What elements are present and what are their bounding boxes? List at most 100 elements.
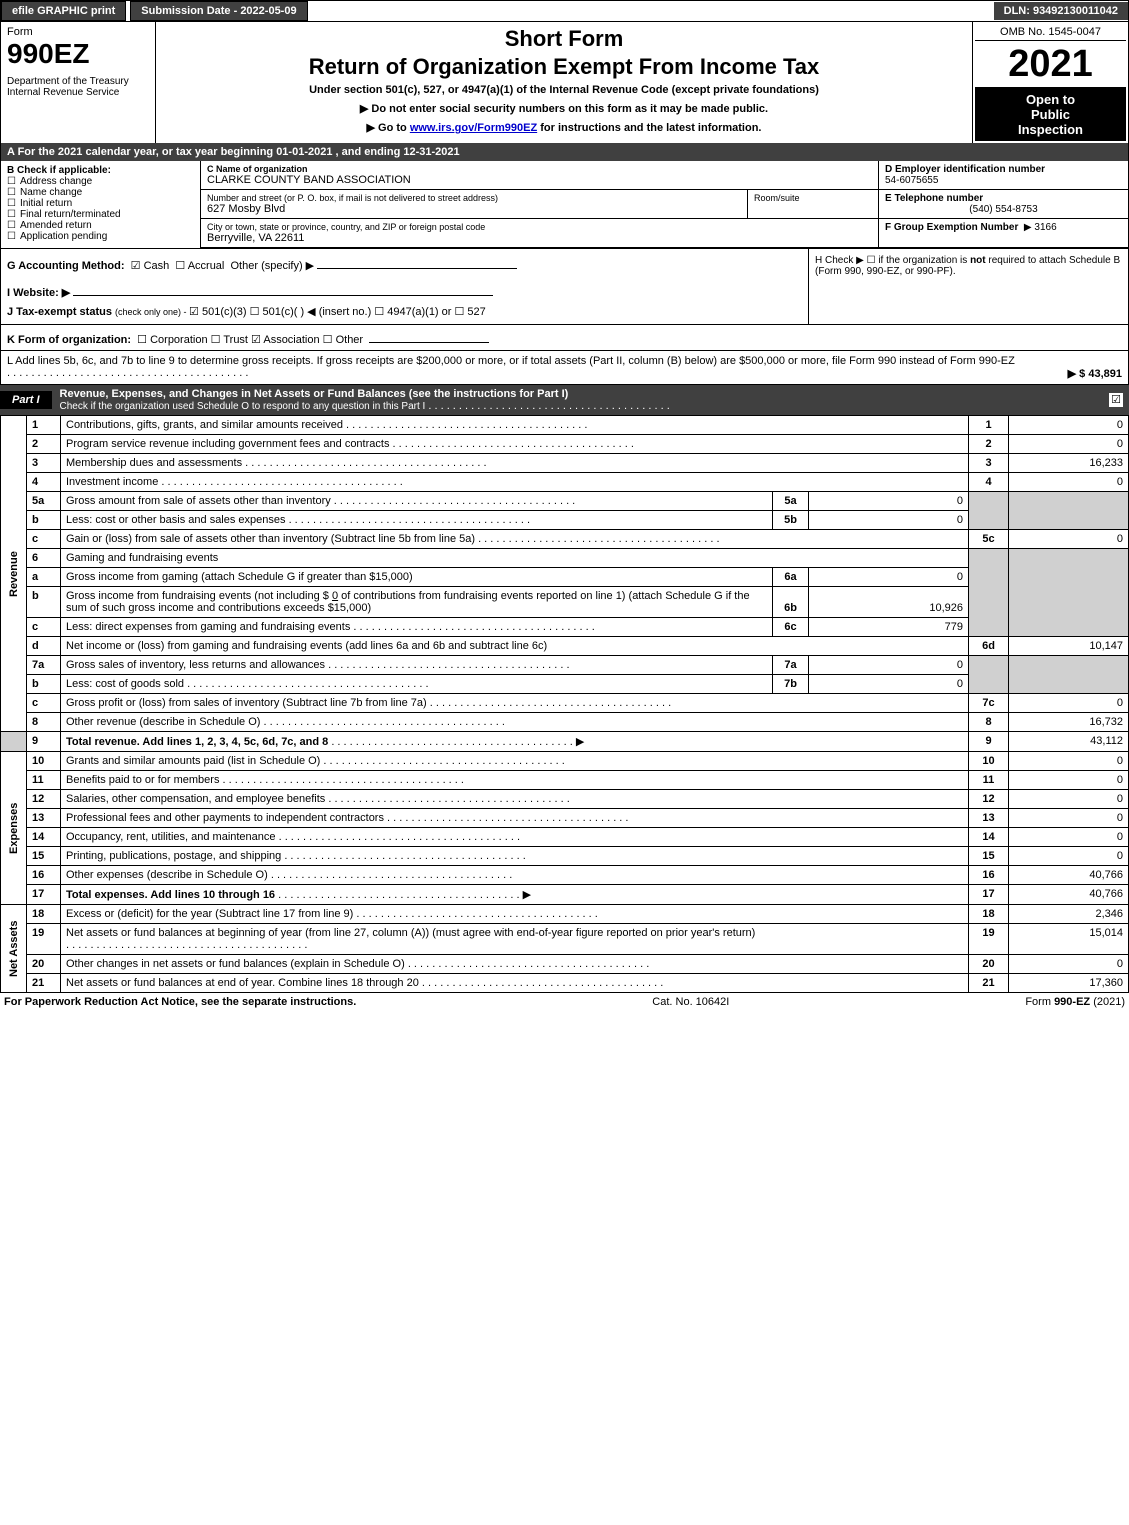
line-6b-num: b [27,587,61,618]
group-exemption-value: 3166 [1034,222,1056,233]
line-7c-desc: Gross profit or (loss) from sales of inv… [61,694,969,713]
line-10-val: 0 [1009,752,1129,771]
line-2-desc: Program service revenue including govern… [61,435,969,454]
check-name-change[interactable]: ☐Name change [7,187,194,198]
page-footer: For Paperwork Reduction Act Notice, see … [0,993,1129,1011]
irs-link[interactable]: www.irs.gov/Form990EZ [410,122,537,134]
line-21-col: 21 [969,974,1009,993]
instructions-link-line: ▶ Go to www.irs.gov/Form990EZ for instru… [162,121,966,134]
line-13-col: 13 [969,809,1009,828]
line-11-val: 0 [1009,771,1129,790]
arrow-icon: ▶ [1024,222,1032,233]
line-14-num: 14 [27,828,61,847]
sections-g-h-i-j: G Accounting Method: ☑ Cash ☐ Accrual Ot… [1,248,1128,324]
section-l: L Add lines 5b, 6c, and 7b to line 9 to … [1,350,1128,384]
line-3-num: 3 [27,454,61,473]
gray-cell [1009,492,1129,511]
line-13-desc: Professional fees and other payments to … [61,809,969,828]
form-number: 990EZ [7,38,149,70]
line-20-desc: Other changes in net assets or fund bala… [61,955,969,974]
form-meta-block: OMB No. 1545-0047 2021 Open to Public In… [973,22,1128,143]
line-5a-num: 5a [27,492,61,511]
ssn-warning: ▶ Do not enter social security numbers o… [162,102,966,115]
cash-option[interactable]: Cash [144,260,170,272]
other-specify-field[interactable] [317,255,517,269]
check-initial-return[interactable]: ☐Initial return [7,198,194,209]
line-5b-sublbl: 5b [773,511,809,530]
line-11-desc: Benefits paid to or for members [61,771,969,790]
group-exemption-label: F Group Exemption Number [885,222,1018,233]
line-2-col: 2 [969,435,1009,454]
line-5c-desc: Gain or (loss) from sale of assets other… [61,530,969,549]
line-16-val: 40,766 [1009,866,1129,885]
line-5c-col: 5c [969,530,1009,549]
line-15-desc: Printing, publications, postage, and shi… [61,847,969,866]
sections-b-through-f: B Check if applicable: ☐Address change ☐… [1,161,1128,248]
line-5a-sublbl: 5a [773,492,809,511]
street-value: 627 Mosby Blvd [207,203,741,215]
section-a-row: A For the 2021 calendar year, or tax yea… [0,143,1129,385]
line-6a-subval: 0 [809,568,969,587]
accrual-option[interactable]: Accrual [188,260,225,272]
subtitle-code: Under section 501(c), 527, or 4947(a)(1)… [162,84,966,96]
line-6a-num: a [27,568,61,587]
section-b-title: B Check if applicable: [7,165,194,176]
gray-cell [969,492,1009,511]
line-6d-desc: Net income or (loss) from gaming and fun… [61,637,969,656]
other-option[interactable]: Other (specify) ▶ [231,260,315,272]
website-field[interactable] [73,282,493,296]
line-5b-num: b [27,511,61,530]
line-18-col: 18 [969,905,1009,924]
section-h-text1: H Check ▶ ☐ if the organization is [815,255,970,266]
section-l-text: L Add lines 5b, 6c, and 7b to line 9 to … [7,355,1015,367]
line-21-val: 17,360 [1009,974,1129,993]
street-label: Number and street (or P. O. box, if mail… [207,193,741,203]
line-9-desc: Total revenue. Add lines 1, 2, 3, 4, 5c,… [61,732,969,752]
tax-exempt-label: J Tax-exempt status [7,306,115,318]
line-6a-sublbl: 6a [773,568,809,587]
line-11-col: 11 [969,771,1009,790]
tax-exempt-options[interactable]: ☑ 501(c)(3) ☐ 501(c)( ) ◀ (insert no.) ☐… [189,306,486,318]
line-8-num: 8 [27,713,61,732]
line-21-num: 21 [27,974,61,993]
other-org-field[interactable] [369,329,489,343]
line-6c-num: c [27,618,61,637]
line-6c-subval: 779 [809,618,969,637]
section-c-name: C Name of organization CLARKE COUNTY BAN… [201,161,878,189]
catalog-number: Cat. No. 10642I [652,996,729,1008]
expenses-side-label: Expenses [1,752,27,905]
line-8-col: 8 [969,713,1009,732]
form-title-block: Short Form Return of Organization Exempt… [156,22,973,143]
section-k: K Form of organization: ☐ Corporation ☐ … [1,324,1128,350]
line-5b-desc: Less: cost or other basis and sales expe… [61,511,773,530]
check-address-change[interactable]: ☐Address change [7,176,194,187]
line-16-desc: Other expenses (describe in Schedule O) [61,866,969,885]
telephone-value: (540) 554-8753 [885,204,1122,215]
section-h: H Check ▶ ☐ if the organization is not r… [808,249,1128,324]
internal-revenue-service: Internal Revenue Service [7,87,149,98]
line-14-desc: Occupancy, rent, utilities, and maintena… [61,828,969,847]
line-8-desc: Other revenue (describe in Schedule O) [61,713,969,732]
line-6b-desc: Gross income from fundraising events (no… [61,587,773,618]
line-12-desc: Salaries, other compensation, and employ… [61,790,969,809]
efile-print-button[interactable]: efile GRAPHIC print [1,1,126,21]
line-7c-col: 7c [969,694,1009,713]
line-16-col: 16 [969,866,1009,885]
org-name-label: C Name of organization [207,164,872,174]
schedule-o-checkbox[interactable]: ☑ [1109,393,1123,407]
check-final-return[interactable]: ☐Final return/terminated [7,209,194,220]
line-5a-subval: 0 [809,492,969,511]
form-of-org-options[interactable]: ☐ Corporation ☐ Trust ☑ Association ☐ Ot… [137,334,363,346]
line-18-desc: Excess or (deficit) for the year (Subtra… [61,905,969,924]
tax-year: 2021 [975,41,1126,87]
check-amended-return[interactable]: ☐Amended return [7,220,194,231]
line-5a-desc: Gross amount from sale of assets other t… [61,492,773,511]
check-application-pending[interactable]: ☐Application pending [7,231,194,242]
check-only-one: (check only one) - [115,307,189,317]
form-word: Form [7,26,149,38]
line-5c-val: 0 [1009,530,1129,549]
line-15-col: 15 [969,847,1009,866]
line-9-num: 9 [27,732,61,752]
revenue-side-label: Revenue [1,416,27,732]
accounting-method-label: G Accounting Method: [7,260,125,272]
